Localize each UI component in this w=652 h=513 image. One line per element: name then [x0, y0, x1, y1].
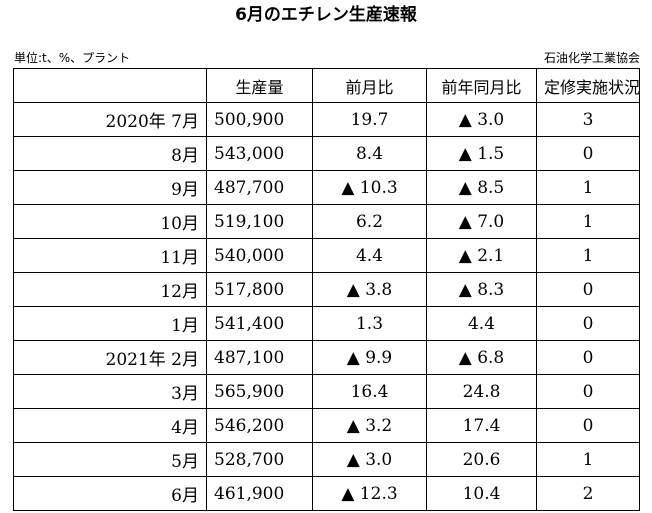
- cell-maintenance: 0: [536, 340, 640, 375]
- table-row: 3月 565,900 16.4 24.8 0: [13, 374, 640, 409]
- cell-mom: 4.4: [312, 238, 427, 273]
- cell-period: 5月: [13, 442, 207, 477]
- cell-mom: ▲ 9.9: [312, 340, 427, 375]
- header-yoy: 前年同月比: [426, 68, 537, 103]
- cell-production: 517,800: [206, 272, 313, 307]
- cell-mom: 16.4: [312, 374, 427, 409]
- cell-maintenance: 1: [536, 442, 640, 477]
- header-period: [13, 68, 207, 103]
- table-row: 8月 543,000 8.4 ▲ 1.5 0: [13, 136, 640, 171]
- table-row: 2021年 2月 487,100 ▲ 9.9 ▲ 6.8 0: [13, 340, 640, 375]
- cell-yoy: 4.4: [426, 306, 537, 341]
- table-row: 5月 528,700 ▲ 3.0 20.6 1: [13, 442, 640, 477]
- cell-yoy: ▲ 1.5: [426, 136, 537, 171]
- cell-period: 8月: [13, 136, 207, 171]
- cell-maintenance: 1: [536, 204, 640, 239]
- cell-production: 519,100: [206, 204, 313, 239]
- table-row: 11月 540,000 4.4 ▲ 2.1 1: [13, 238, 640, 273]
- cell-production: 461,900: [206, 476, 313, 511]
- cell-period: 11月: [13, 238, 207, 273]
- cell-mom: ▲ 3.0: [312, 442, 427, 477]
- cell-maintenance: 0: [536, 136, 640, 171]
- cell-production: 541,400: [206, 306, 313, 341]
- cell-mom: 19.7: [312, 102, 427, 137]
- cell-period: 4月: [13, 408, 207, 443]
- table-row: 2020年 7月 500,900 19.7 ▲ 3.0 3: [13, 102, 640, 137]
- cell-maintenance: 0: [536, 306, 640, 341]
- cell-maintenance: 1: [536, 238, 640, 273]
- table-row: 6月 461,900 ▲ 12.3 10.4 2: [13, 476, 640, 511]
- cell-yoy: ▲ 2.1: [426, 238, 537, 273]
- cell-production: 500,900: [206, 102, 313, 137]
- cell-mom: ▲ 10.3: [312, 170, 427, 205]
- cell-period: 1月: [13, 306, 207, 341]
- cell-maintenance: 3: [536, 102, 640, 137]
- cell-production: 540,000: [206, 238, 313, 273]
- cell-yoy: 20.6: [426, 442, 537, 477]
- header-production: 生産量: [206, 68, 313, 103]
- cell-maintenance: 1: [536, 170, 640, 205]
- cell-maintenance: 0: [536, 374, 640, 409]
- cell-mom: ▲ 3.2: [312, 408, 427, 443]
- cell-production: 546,200: [206, 408, 313, 443]
- table-row: 1月 541,400 1.3 4.4 0: [13, 306, 640, 341]
- cell-production: 487,100: [206, 340, 313, 375]
- cell-production: 528,700: [206, 442, 313, 477]
- table-row: 9月 487,700 ▲ 10.3 ▲ 8.5 1: [13, 170, 640, 205]
- cell-period: 3月: [13, 374, 207, 409]
- table-row: 12月 517,800 ▲ 3.8 ▲ 8.3 0: [13, 272, 640, 307]
- unit-note: 単位:t、%、プラント: [14, 51, 131, 65]
- header-row: 生産量 前月比 前年同月比 定修実施状況: [13, 68, 640, 103]
- cell-yoy: ▲ 8.3: [426, 272, 537, 307]
- cell-mom: 6.2: [312, 204, 427, 239]
- cell-production: 543,000: [206, 136, 313, 171]
- cell-yoy: 10.4: [426, 476, 537, 511]
- cell-maintenance: 2: [536, 476, 640, 511]
- ethylene-production-table: 生産量 前月比 前年同月比 定修実施状況 2020年 7月 500,900 19…: [13, 68, 640, 511]
- cell-period: 2021年 2月: [13, 340, 207, 375]
- cell-mom: ▲ 3.8: [312, 272, 427, 307]
- cell-yoy: 24.8: [426, 374, 537, 409]
- cell-maintenance: 0: [536, 408, 640, 443]
- table-row: 4月 546,200 ▲ 3.2 17.4 0: [13, 408, 640, 443]
- cell-period: 2020年 7月: [13, 102, 207, 137]
- header-maintenance: 定修実施状況: [536, 68, 640, 103]
- cell-yoy: ▲ 6.8: [426, 340, 537, 375]
- cell-period: 9月: [13, 170, 207, 205]
- cell-period: 10月: [13, 204, 207, 239]
- cell-yoy: ▲ 3.0: [426, 102, 537, 137]
- cell-mom: ▲ 12.3: [312, 476, 427, 511]
- cell-period: 6月: [13, 476, 207, 511]
- report-title: 6月のエチレン生産速報: [235, 5, 417, 25]
- header-mom: 前月比: [312, 68, 427, 103]
- cell-mom: 1.3: [312, 306, 427, 341]
- table-row: 10月 519,100 6.2 ▲ 7.0 1: [13, 204, 640, 239]
- cell-production: 487,700: [206, 170, 313, 205]
- cell-period: 12月: [13, 272, 207, 307]
- cell-yoy: ▲ 7.0: [426, 204, 537, 239]
- cell-yoy: ▲ 8.5: [426, 170, 537, 205]
- cell-maintenance: 0: [536, 272, 640, 307]
- source-note: 石油化学工業協会: [543, 51, 640, 65]
- cell-mom: 8.4: [312, 136, 427, 171]
- cell-production: 565,900: [206, 374, 313, 409]
- cell-yoy: 17.4: [426, 408, 537, 443]
